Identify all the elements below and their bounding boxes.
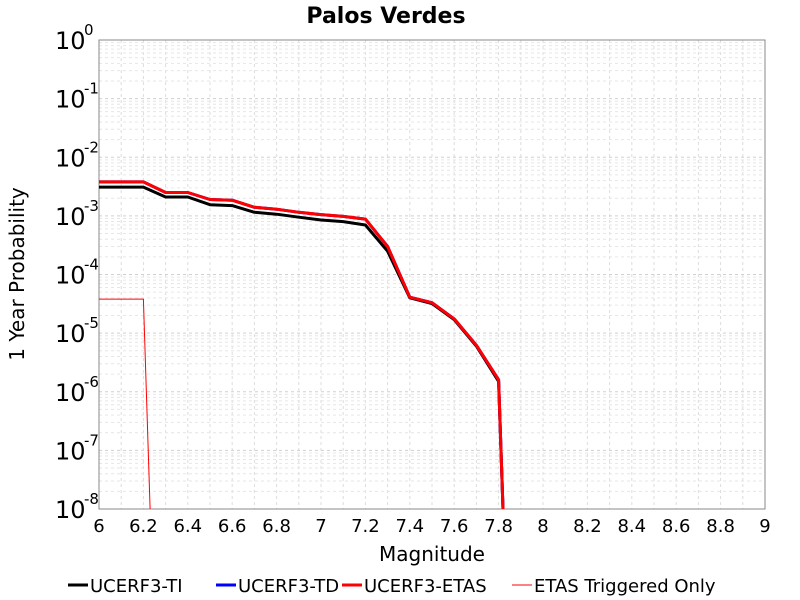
x-tick-label: 6 (93, 516, 104, 537)
x-tick-label: 8 (537, 516, 548, 537)
x-tick-label: 7.2 (351, 516, 380, 537)
y-tick-label: 10-5 (55, 314, 99, 348)
x-tick-label: 6.4 (173, 516, 202, 537)
y-tick-label: 10-4 (55, 256, 99, 290)
x-tick-label: 8.8 (706, 516, 735, 537)
y-tick-base: 10 (55, 262, 86, 290)
y-tick-exponent: -1 (84, 80, 99, 98)
x-tick-label: 7.6 (440, 516, 469, 537)
x-tick-label: 7.4 (395, 516, 424, 537)
y-tick-label: 10-1 (55, 80, 99, 114)
y-tick-base: 10 (55, 437, 86, 465)
series-line-3 (99, 298, 151, 510)
legend-item: ETAS Triggered Only (512, 576, 716, 597)
legend-label: ETAS Triggered Only (534, 576, 716, 597)
y-axis-label: 1 Year Probability (5, 187, 29, 361)
x-tick-label: 6.6 (218, 516, 247, 537)
y-tick-base: 10 (55, 203, 86, 231)
plot-area (98, 39, 766, 510)
x-tick-label: 7.8 (484, 516, 513, 537)
legend-label: UCERF3-ETAS (364, 576, 487, 597)
y-tick-exponent: -3 (84, 197, 99, 215)
y-tick-base: 10 (55, 86, 86, 114)
y-tick-label: 10-3 (55, 197, 99, 231)
x-tick-label: 8.2 (573, 516, 602, 537)
x-tick-label: 6.8 (262, 516, 291, 537)
y-tick-label: 100 (55, 21, 94, 55)
y-tick-label: 10-6 (55, 373, 99, 407)
y-tick-base: 10 (55, 379, 86, 407)
legend-item: UCERF3-TI (68, 576, 183, 597)
y-tick-exponent: -5 (84, 314, 99, 332)
y-tick-base: 10 (55, 144, 86, 172)
y-tick-exponent: 0 (84, 21, 94, 39)
x-axis-label: Magnitude (379, 542, 485, 566)
y-tick-exponent: -6 (84, 373, 99, 391)
x-tick-labels: 6 6.2 6.4 6.6 6.8 7 7.2 7.4 7.6 7.8 8 8.2 8.4 8.6 8.8 9 (93, 516, 770, 537)
legend-item: UCERF3-ETAS (342, 576, 487, 597)
y-tick-exponent: -8 (84, 490, 99, 508)
y-tick-exponent: -2 (84, 138, 99, 156)
y-tick-base: 10 (55, 496, 86, 524)
legend: UCERF3-TI UCERF3-TD UCERF3-ETAS ETAS Trigge… (68, 576, 716, 597)
y-tick-label: 10-2 (55, 138, 99, 172)
y-tick-base: 10 (55, 27, 86, 55)
y-tick-label: 10-7 (55, 431, 99, 465)
y-tick-exponent: -4 (84, 256, 99, 274)
y-tick-base: 10 (55, 320, 86, 348)
legend-label: UCERF3-TD (238, 576, 339, 597)
x-tick-label: 6.2 (129, 516, 158, 537)
x-tick-label: 8.6 (662, 516, 691, 537)
grid (98, 40, 766, 510)
chart-title: Palos Verdes (306, 4, 465, 29)
series-line-2 (99, 180, 505, 510)
x-tick-label: 9 (759, 516, 770, 537)
x-tick-label: 8.4 (617, 516, 646, 537)
y-tick-exponent: -7 (84, 431, 99, 449)
x-tick-label: 7 (315, 516, 326, 537)
legend-item: UCERF3-TD (216, 576, 339, 597)
series-layer (99, 180, 505, 510)
legend-label: UCERF3-TI (90, 576, 183, 597)
y-tick-label: 10-8 (55, 490, 99, 524)
